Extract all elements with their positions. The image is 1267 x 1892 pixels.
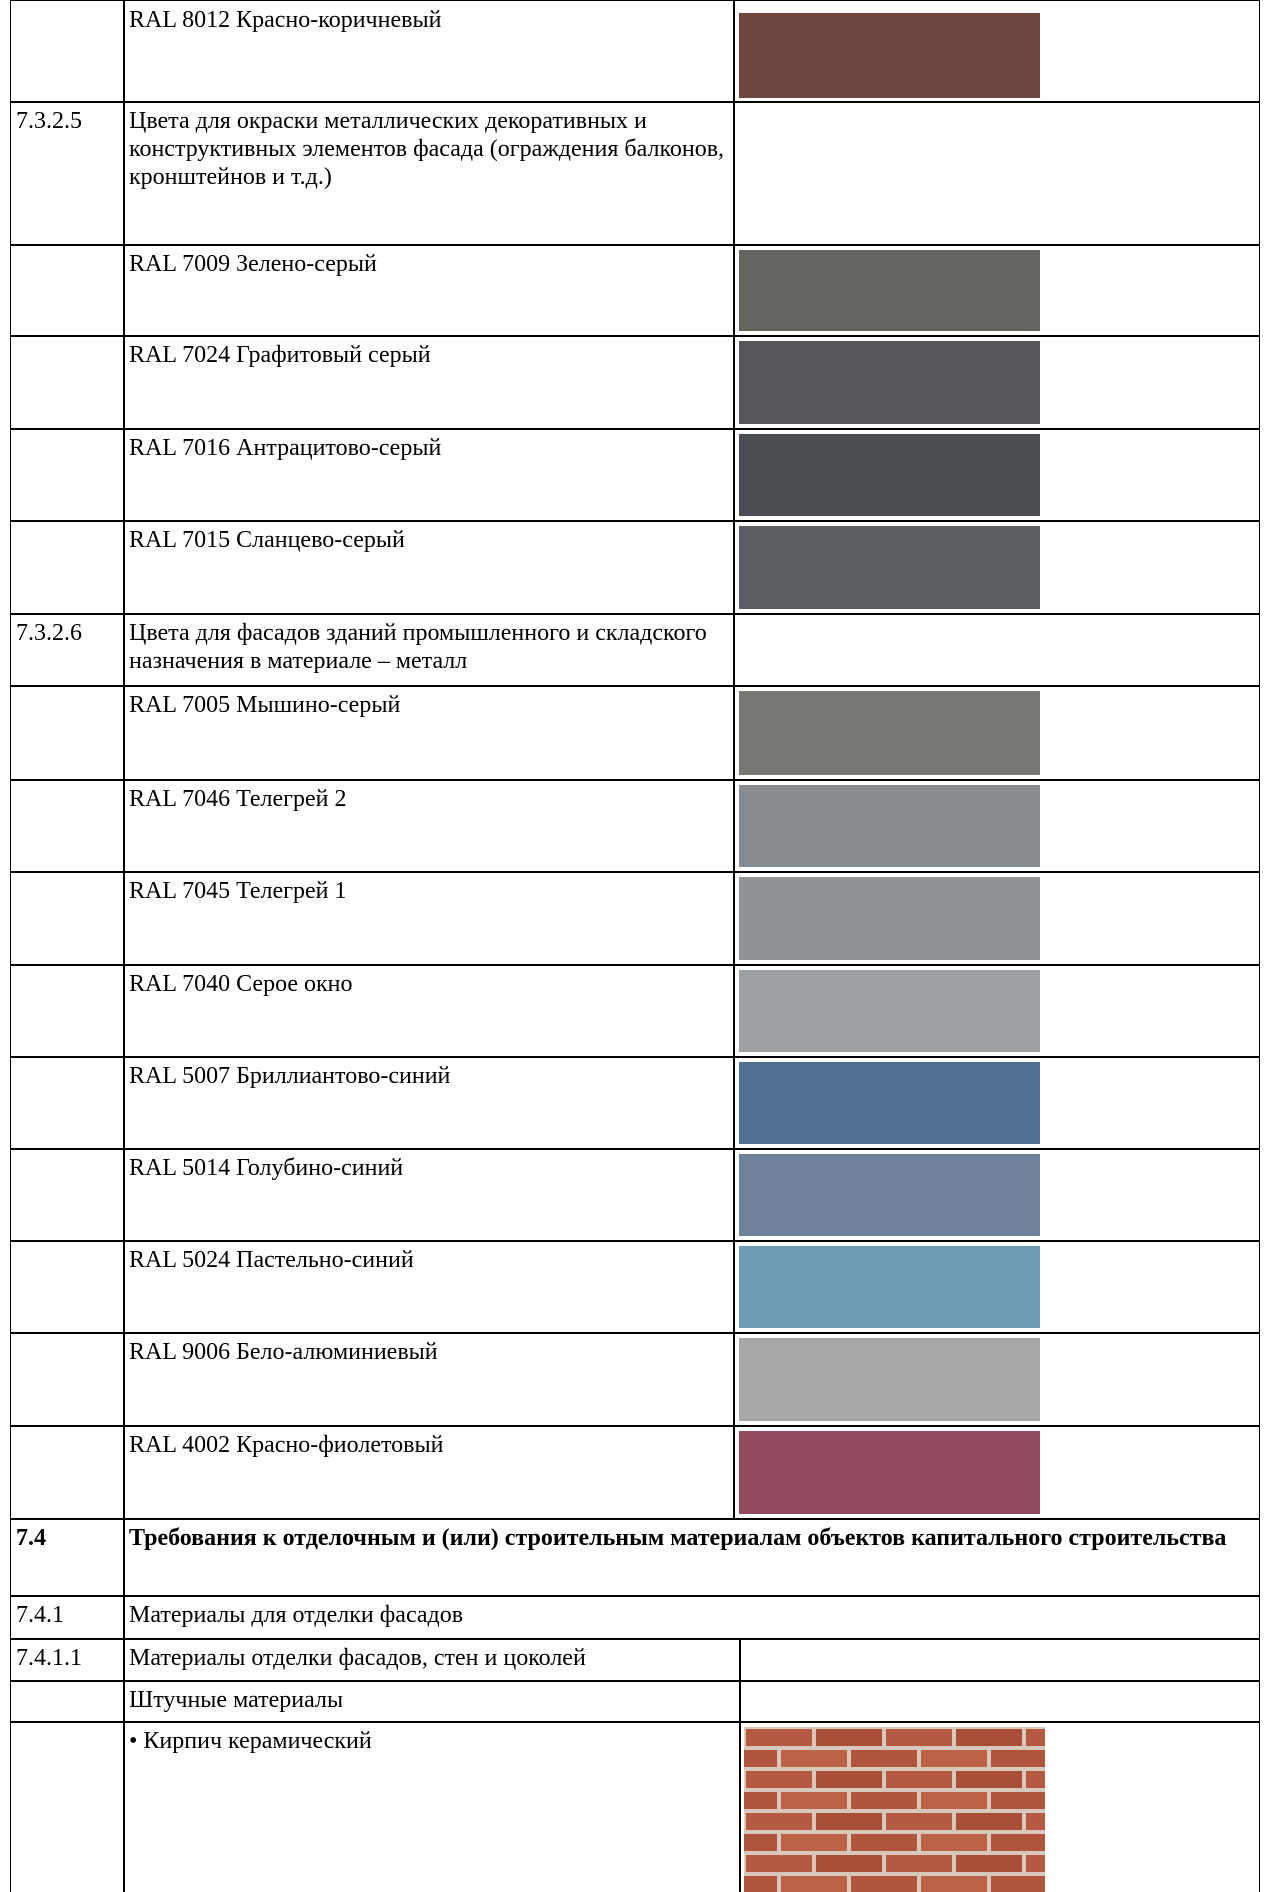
cell-text: Материалы отделки фасадов, стен и цоколе… <box>129 1645 586 1671</box>
number-cell <box>10 779 125 873</box>
cell-text: Цвета для фасадов зданий промышленного и… <box>129 620 707 674</box>
number-cell <box>10 1240 125 1334</box>
swatch-cell <box>733 0 1260 103</box>
cell-text: RAL 7009 Зелено-серый <box>129 251 377 277</box>
text-cell: Цвета для окраски металлических декорати… <box>123 101 735 246</box>
swatch-cell <box>733 871 1260 966</box>
number-cell <box>10 1425 125 1520</box>
number-cell <box>10 1332 125 1427</box>
text-cell: Цвета для фасадов зданий промышленного и… <box>123 613 735 687</box>
cell-text: RAL 7046 Телегрей 2 <box>129 786 347 812</box>
text-cell: RAL 4002 Красно-фиолетовый <box>123 1425 735 1520</box>
number-cell <box>10 1680 125 1723</box>
swatch-cell <box>733 335 1260 430</box>
number-cell <box>10 520 125 615</box>
number-cell: 7.3.2.6 <box>10 613 125 687</box>
cell-text: Цвета для окраски металлических декорати… <box>129 108 725 190</box>
number-cell <box>10 0 125 103</box>
color-swatch <box>739 970 1040 1052</box>
text-cell: RAL 7009 Зелено-серый <box>123 244 735 337</box>
color-swatch <box>739 785 1040 867</box>
number-cell: 7.4 <box>10 1518 125 1597</box>
swatch-cell <box>733 964 1260 1058</box>
color-swatch <box>739 1338 1040 1421</box>
number-cell: 7.4.1 <box>10 1595 125 1640</box>
text-cell: RAL 7015 Сланцево-серый <box>123 520 735 615</box>
swatch-cell <box>733 244 1260 337</box>
text-cell: RAL 7005 Мышино-серый <box>123 685 735 781</box>
cell-text: Кирпич керамический <box>143 1728 372 1754</box>
number-cell <box>10 244 125 337</box>
text-cell: RAL 5007 Бриллиантово-синий <box>123 1056 735 1150</box>
swatch-cell <box>733 1240 1260 1334</box>
cell-text: RAL 8012 Красно-коричневый <box>129 7 442 33</box>
text-cell: Штучные материалы <box>123 1680 741 1723</box>
cell-text: RAL 7045 Телегрей 1 <box>129 878 347 904</box>
cell-text: RAL 4002 Красно-фиолетовый <box>129 1432 444 1458</box>
brick-texture <box>744 1727 1045 1892</box>
swatch-cell <box>733 779 1260 873</box>
cell-text: Штучные материалы <box>129 1687 344 1713</box>
swatch-cell <box>733 1056 1260 1150</box>
section-text: Материалы для отделки фасадов <box>123 1595 1260 1640</box>
swatch-cell <box>733 685 1260 781</box>
number-cell: 7.3.2.5 <box>10 101 125 246</box>
cell-text: RAL 7016 Антрацитово-серый <box>129 435 442 461</box>
cell-text: RAL 5007 Бриллиантово-синий <box>129 1063 451 1089</box>
number-cell <box>10 685 125 781</box>
color-swatch <box>739 341 1040 424</box>
brick-image <box>744 1727 1045 1892</box>
number-cell <box>10 964 125 1058</box>
text-cell: RAL 7016 Антрацитово-серый <box>123 428 735 522</box>
color-swatch <box>739 691 1040 775</box>
number-cell <box>10 335 125 430</box>
number-cell <box>10 871 125 966</box>
text-cell: RAL 8012 Красно-коричневый <box>123 0 735 103</box>
text-cell: RAL 5024 Пастельно-синий <box>123 1240 735 1334</box>
swatch-cell <box>733 1148 1260 1242</box>
color-swatch <box>739 434 1040 516</box>
color-swatch <box>739 526 1040 609</box>
color-swatch <box>739 13 1040 98</box>
text-cell: RAL 7046 Телегрей 2 <box>123 779 735 873</box>
number-cell <box>10 428 125 522</box>
color-swatch <box>739 1154 1040 1236</box>
text-cell: RAL 7045 Телегрей 1 <box>123 871 735 966</box>
swatch-cell <box>733 101 1260 246</box>
color-swatch <box>739 1246 1040 1328</box>
color-swatch <box>739 1062 1040 1144</box>
swatch-cell <box>739 1721 1260 1892</box>
cell-text: RAL 5014 Голубино-синий <box>129 1155 404 1181</box>
cell-text: RAL 7015 Сланцево-серый <box>129 527 405 553</box>
number-cell <box>10 1056 125 1150</box>
cell-text: RAL 5024 Пастельно-синий <box>129 1247 414 1273</box>
swatch-cell <box>733 613 1260 687</box>
text-cell: • Кирпич керамический <box>123 1721 741 1892</box>
cell-text: RAL 9006 Бело-алюминиевый <box>129 1339 438 1365</box>
number-cell <box>10 1721 125 1892</box>
number-cell <box>10 1148 125 1242</box>
swatch-cell <box>733 428 1260 522</box>
swatch-cell <box>733 520 1260 615</box>
swatch-cell <box>739 1680 1260 1723</box>
text-cell: RAL 5014 Голубино-синий <box>123 1148 735 1242</box>
cell-text: RAL 7024 Графитовый серый <box>129 342 431 368</box>
text-cell: RAL 9006 Бело-алюминиевый <box>123 1332 735 1427</box>
cell-text: RAL 7040 Серое окно <box>129 971 353 997</box>
cell-text: RAL 7005 Мышино-серый <box>129 692 401 718</box>
swatch-cell <box>739 1638 1260 1682</box>
section-text: Требования к отделочным и (или) строител… <box>123 1518 1260 1597</box>
text-cell: Материалы отделки фасадов, стен и цоколе… <box>123 1638 741 1682</box>
color-swatch <box>739 1431 1040 1514</box>
swatch-cell <box>733 1425 1260 1520</box>
swatch-cell <box>733 1332 1260 1427</box>
color-swatch <box>739 877 1040 960</box>
text-cell: RAL 7024 Графитовый серый <box>123 335 735 430</box>
number-cell: 7.4.1.1 <box>10 1638 125 1682</box>
text-cell: RAL 7040 Серое окно <box>123 964 735 1058</box>
color-swatch <box>739 250 1040 331</box>
